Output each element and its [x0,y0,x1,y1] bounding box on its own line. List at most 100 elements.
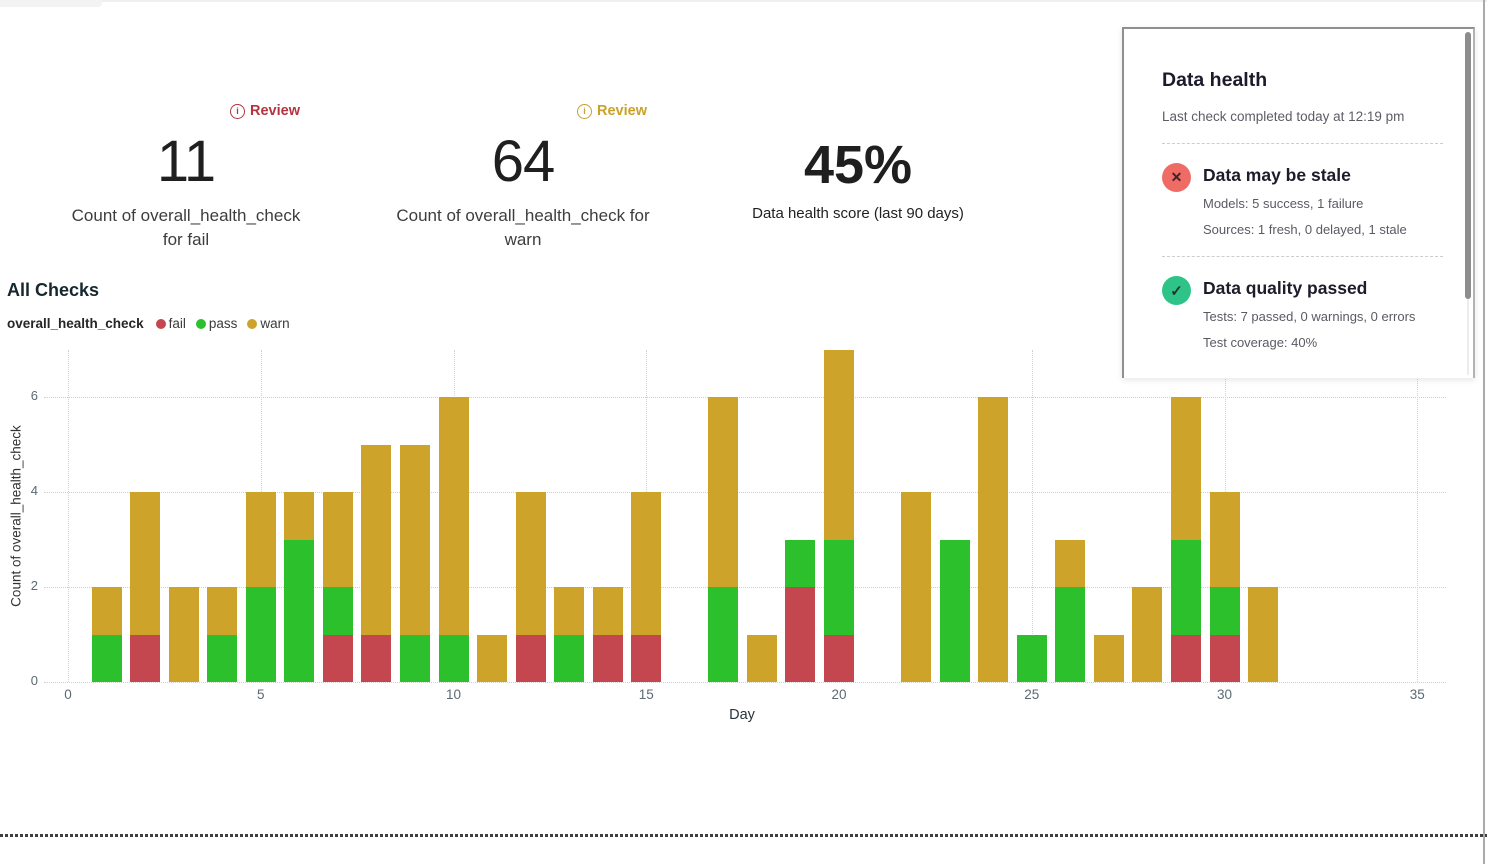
bar-segment-warn-day-24[interactable] [978,397,1009,682]
y-axis-tick: 0 [30,673,38,688]
bar-segment-warn-day-20[interactable] [824,349,854,540]
bar-segment-warn-day-27[interactable] [1093,634,1124,682]
window-top-left-chip [0,0,102,7]
bar-segment-warn-day-2[interactable] [130,492,161,635]
gridline-x [1031,350,1033,682]
bar-segment-fail-day-2[interactable] [130,634,161,682]
bar-segment-pass-day-20[interactable] [824,539,854,635]
bar-segment-fail-day-8[interactable] [361,634,392,682]
bar-segment-warn-day-1[interactable] [91,587,122,635]
bar-segment-warn-day-28[interactable] [1132,587,1163,682]
x-axis-tick: 30 [1216,687,1233,702]
bar-segment-pass-day-26[interactable] [1055,587,1086,682]
bar-segment-pass-day-1[interactable] [91,634,122,682]
fail-dot-icon [155,318,166,329]
bar-segment-warn-day-11[interactable] [477,634,508,682]
panel-divider [1162,256,1443,257]
bar-segment-pass-day-19[interactable] [785,539,816,587]
bar-segment-warn-day-29[interactable] [1170,397,1201,540]
bar-segment-fail-day-12[interactable] [515,634,546,682]
panel-subtitle: Last check completed today at 12:19 pm [1162,109,1405,124]
legend-item-pass[interactable]: pass [195,316,238,331]
bar-segment-pass-day-30[interactable] [1209,587,1240,635]
bar-segment-warn-day-12[interactable] [515,492,546,635]
review-badge-fail[interactable]: i Review [230,103,300,119]
panel-scrollbar-thumb[interactable] [1465,32,1471,299]
bar-segment-pass-day-23[interactable] [939,539,970,682]
metric-warn-value: 64 [491,129,556,194]
bar-segment-warn-day-31[interactable] [1248,587,1279,682]
review-badge-label: Review [250,103,300,119]
metric-score-caption: Data health score (last 90 days) [752,205,964,222]
bar-segment-pass-day-9[interactable] [399,634,430,682]
bar-segment-warn-day-18[interactable] [746,634,777,682]
window-right-edge [1483,0,1485,864]
bar-segment-fail-day-15[interactable] [631,634,662,682]
review-badge-label: Review [597,103,647,119]
bar-segment-pass-day-5[interactable] [245,587,276,682]
legend-item-fail[interactable]: fail [155,316,186,331]
bar-segment-pass-day-13[interactable] [554,634,585,682]
bar-segment-warn-day-5[interactable] [245,492,276,587]
bar-segment-fail-day-14[interactable] [592,634,623,682]
bar-segment-warn-day-10[interactable] [438,397,469,635]
bar-segment-warn-day-17[interactable] [708,397,739,587]
warn-dot-icon [247,318,258,329]
bar-segment-pass-day-17[interactable] [708,587,739,682]
panel-section-stale: ✕ Data may be stale Models: 5 success, 1… [1162,163,1443,248]
panel-scrollbar-track [1467,299,1469,375]
review-badge-warn[interactable]: i Review [577,103,647,119]
bar-segment-warn-day-3[interactable] [168,587,199,682]
section-title: Data may be stale [1203,165,1351,185]
bottom-dotted-divider [0,834,1487,837]
bar-segment-warn-day-6[interactable] [284,492,315,540]
y-axis-tick: 4 [30,483,38,498]
panel-divider [1162,143,1443,144]
x-axis-title: Day [729,707,755,723]
window-top-edge [0,0,1487,2]
bar-segment-warn-day-9[interactable] [399,444,430,635]
bar-segment-warn-day-22[interactable] [901,492,932,682]
bar-segment-fail-day-30[interactable] [1209,634,1240,682]
bar-segment-pass-day-25[interactable] [1016,634,1047,682]
bar-segment-warn-day-15[interactable] [631,492,662,635]
bar-segment-warn-day-14[interactable] [592,587,623,635]
legend-item-warn[interactable]: warn [247,316,290,331]
legend-item-label: warn [260,316,290,331]
bar-segment-pass-day-4[interactable] [207,634,238,682]
bar-segment-warn-day-13[interactable] [554,587,585,635]
bar-segment-fail-day-7[interactable] [322,634,353,682]
data-health-panel: Data health Last check completed today a… [1122,27,1475,378]
bar-segment-pass-day-6[interactable] [284,539,315,682]
gridline-x [1417,350,1419,682]
section-line: Test coverage: 40% [1203,335,1318,350]
gridline-x [68,350,69,682]
bar-segment-warn-day-8[interactable] [361,444,392,635]
bar-segment-pass-day-7[interactable] [322,587,353,635]
bar-segment-warn-day-26[interactable] [1055,539,1086,587]
metric-score-value: 45% [803,135,913,195]
bar-segment-fail-day-20[interactable] [824,634,854,682]
x-axis-tick: 5 [256,687,265,702]
info-icon: i [577,103,592,119]
bar-segment-fail-day-29[interactable] [1170,634,1201,682]
x-axis-tick: 15 [638,687,654,702]
bar-segment-warn-day-4[interactable] [207,587,238,635]
bar-segment-fail-day-19[interactable] [785,587,816,682]
bar-segment-warn-day-7[interactable] [322,492,353,587]
section-title: Data quality passed [1203,278,1368,298]
y-axis-tick: 6 [30,388,38,403]
x-axis-tick: 10 [445,687,462,702]
bar-segment-pass-day-29[interactable] [1170,539,1201,635]
panel-title: Data health [1162,69,1268,91]
chart-legend: overall_health_check fail pass warn [7,316,290,331]
legend-item-label: pass [208,316,238,331]
bar-segment-pass-day-10[interactable] [438,634,469,682]
legend-series-label: overall_health_check [7,316,144,331]
y-axis-tick: 2 [30,578,38,593]
bar-segment-warn-day-30[interactable] [1209,492,1240,587]
x-circle-icon: ✕ [1162,163,1191,192]
gridline-y [44,492,1446,493]
x-axis-tick: 35 [1409,687,1425,702]
